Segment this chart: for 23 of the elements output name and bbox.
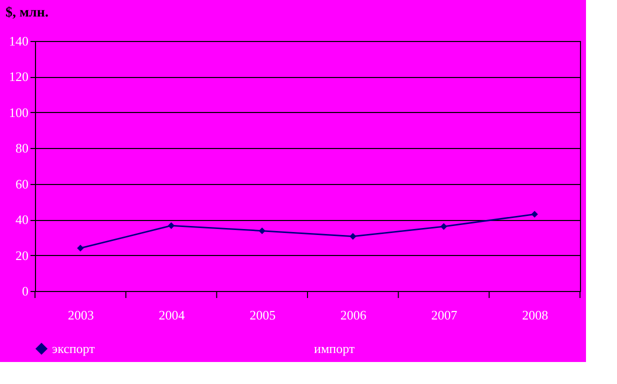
text: импорт — [314, 340, 355, 356]
y-tick-label: 20 — [16, 248, 28, 263]
point — [258, 227, 266, 234]
y-tick-label: 80 — [16, 140, 28, 156]
x-tick-label: 2003 — [68, 308, 94, 322]
point — [350, 233, 356, 240]
y-tick-label: 40 — [16, 212, 28, 228]
x-tick-label: 2004 — [158, 308, 186, 322]
point — [531, 210, 538, 218]
y-tick-label: 140 — [9, 34, 28, 48]
y-axis-title: $, млн. — [6, 6, 48, 20]
x-tick-label: 2007 — [431, 308, 458, 322]
y-tick-label: 100 — [9, 104, 28, 120]
y-tick-label: 120 — [9, 69, 28, 84]
x-tick-label: 2006 — [340, 308, 367, 322]
point — [440, 223, 448, 230]
y-tick-label: 60 — [16, 176, 28, 192]
x-tick-label: 2008 — [522, 308, 548, 322]
x-tick-label: 2005 — [250, 308, 276, 322]
y-tick-label: 0 — [22, 284, 28, 298]
point — [168, 222, 175, 229]
legend-label: экспорт — [52, 340, 96, 356]
point — [77, 244, 84, 252]
